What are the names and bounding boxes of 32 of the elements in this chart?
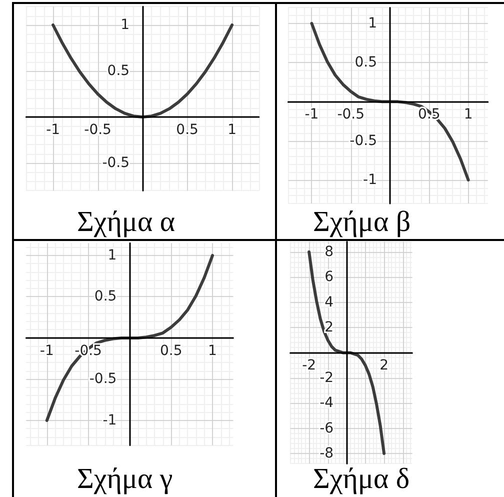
x-tick-label: 1 <box>208 342 217 359</box>
y-tick-label: -8 <box>320 446 334 462</box>
y-tick-label: -0.5 <box>89 371 117 388</box>
y-tick-label: 0.5 <box>94 288 117 305</box>
text: Σχήμα γ <box>77 463 173 495</box>
x-tick-label: -1 <box>304 106 319 123</box>
y-tick-label: 0.5 <box>354 54 378 71</box>
y-tick-label: 1 <box>108 247 117 264</box>
y-tick-label: 1 <box>368 15 378 32</box>
y-tick-label: -1 <box>102 412 117 428</box>
y-tick-label: 8 <box>324 244 334 260</box>
x-tick-label: 0.5 <box>176 122 198 138</box>
y-tick-label: -1 <box>363 172 378 188</box>
y-tick-label: -0.5 <box>102 155 130 171</box>
y-tick-label: 4 <box>324 294 334 310</box>
y-tick-label: 1 <box>120 17 130 33</box>
y-tick-label: -2 <box>320 370 334 386</box>
x-tick-label: -1 <box>40 342 54 359</box>
x-tick-label: -1 <box>46 122 60 138</box>
text: Σχήμα δ <box>313 463 410 495</box>
y-tick-label: 0.5 <box>107 63 130 79</box>
y-tick-label: -4 <box>320 395 334 412</box>
x-tick-label: 0.5 <box>160 342 182 359</box>
x-tick-label: 1 <box>464 106 473 123</box>
text: Σχήμα α <box>77 206 176 238</box>
y-tick-label: 6 <box>324 269 334 286</box>
text: Σχήμα β <box>313 206 411 238</box>
y-tick-label: 2 <box>324 319 334 336</box>
x-tick-label: -0.5 <box>337 106 365 123</box>
y-tick-label: -0.5 <box>350 132 378 149</box>
y-tick-label: -6 <box>320 420 334 436</box>
x-tick-label: 1 <box>228 122 237 138</box>
